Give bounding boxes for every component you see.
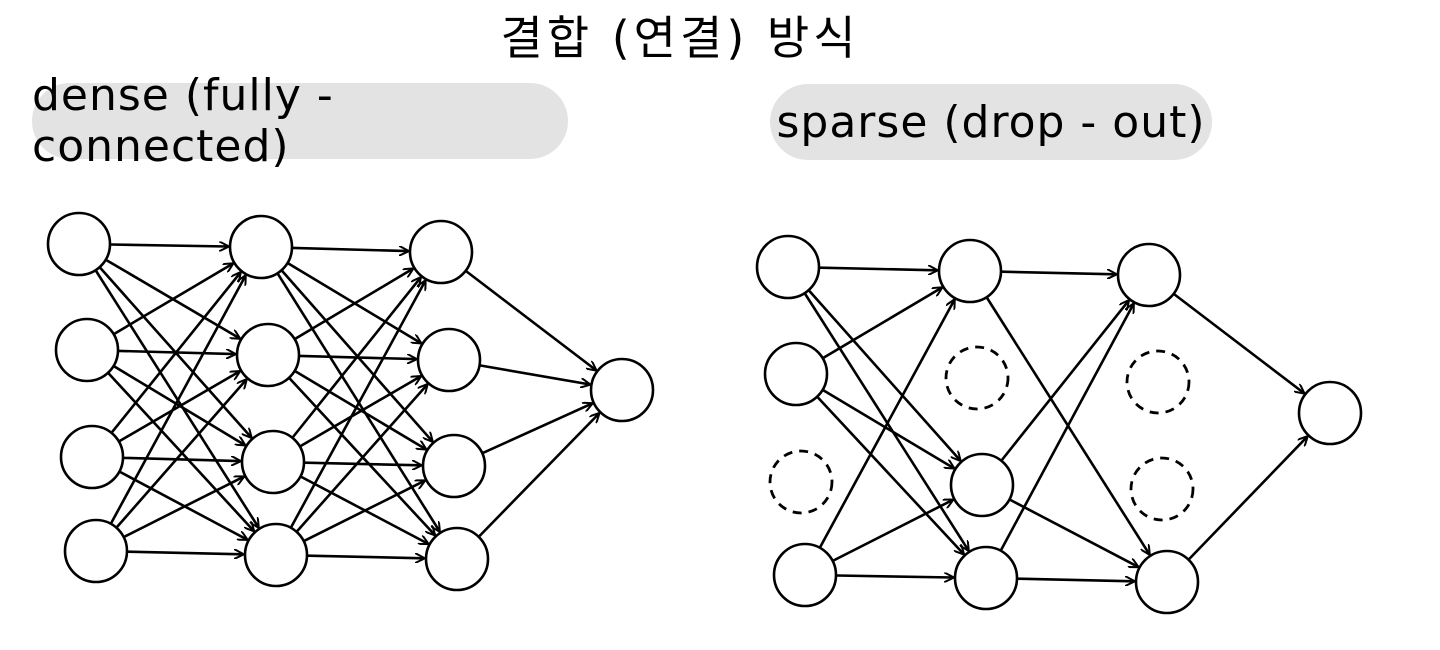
sparse-connection-arrow [1002,272,1116,275]
dense-connection-arrow [128,552,243,555]
dense-neuron [237,324,299,386]
dense-neuron [61,426,123,488]
sparse-connection-arrow [809,291,960,460]
dense-neuron [423,435,485,497]
dense-connection-arrow [111,245,228,247]
sparse-connection-arrow [1189,437,1307,559]
sparse-connection-arrow [1001,304,1133,550]
sparse-dropped-neuron [946,347,1008,409]
dense-neuron [56,319,118,381]
sparse-connection-arrow [820,268,937,271]
sparse-dropped-neuron [770,451,832,513]
dense-connection-arrow [479,414,599,536]
sparse-neuron [774,544,836,606]
sparse-connection-arrow [1002,301,1129,460]
dense-connection-arrow [481,366,590,385]
sparse-connection-arrow [824,288,942,358]
dense-connection-arrow [466,271,595,370]
sparse-neuron [939,240,1001,302]
sparse-neuron [1299,382,1361,444]
dense-neuron [418,329,480,391]
sparse-connection-arrow [834,500,953,561]
dense-neuron [48,213,110,275]
dense-neuron [242,431,304,493]
dense-neuron [245,524,307,586]
dense-neuron [591,359,653,421]
dense-connection-arrow [305,463,421,466]
dense-neuron [230,216,292,278]
sparse-neuron [1118,244,1180,306]
dense-connection-arrow [124,458,240,461]
sparse-connection-arrow [837,576,953,578]
dense-neuron [426,528,488,590]
sparse-neuron [951,454,1013,516]
sparse-neuron [955,547,1017,609]
dense-connection-arrow [308,556,424,559]
sparse-neuron [1136,551,1198,613]
dense-connection-arrow [483,404,592,453]
dense-neuron [65,520,127,582]
sparse-dropped-neuron [1127,351,1189,413]
sparse-neuron [757,236,819,298]
dense-connection-arrow [293,248,408,251]
sparse-dropped-neuron [1131,458,1193,520]
sparse-neuron [765,343,827,405]
sparse-connection-arrow [1174,294,1303,393]
sparse-connection-arrow [1018,579,1134,582]
sparse-connection-arrow [1010,500,1138,567]
dense-neuron [410,221,472,283]
